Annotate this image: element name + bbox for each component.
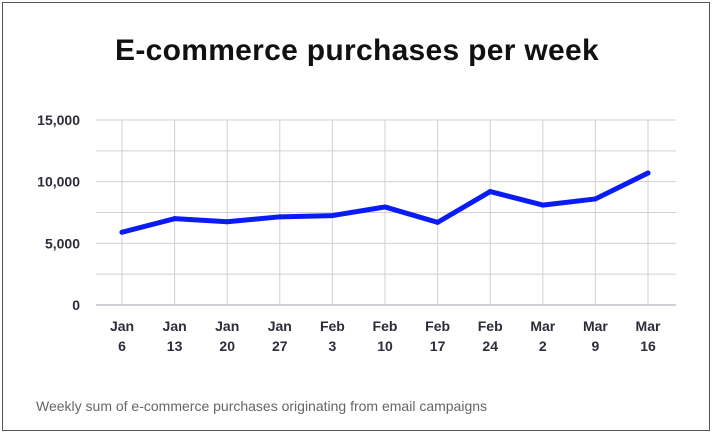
series-layer	[119, 170, 651, 235]
x-tick-label-day: 17	[430, 338, 446, 354]
x-tick-label-day: 27	[272, 338, 288, 354]
x-tick-label-day: 20	[219, 338, 235, 354]
data-point	[119, 229, 125, 235]
data-point	[172, 216, 178, 222]
y-tick-label: 5,000	[45, 235, 80, 251]
x-tick-label-day: 13	[167, 338, 183, 354]
x-tick-label-month: Feb	[478, 318, 503, 334]
x-tick-label-month: Mar	[583, 318, 608, 334]
y-tick-label: 10,000	[37, 174, 80, 190]
data-point	[224, 219, 230, 225]
x-tick-label-month: Jan	[163, 318, 187, 334]
x-tick-label-day: 16	[640, 338, 656, 354]
chart-caption: Weekly sum of e-commerce purchases origi…	[36, 398, 488, 414]
x-tick-label-day: 3	[329, 338, 337, 354]
x-tick-label-month: Jan	[110, 318, 134, 334]
x-tick-label-day: 10	[377, 338, 393, 354]
y-tick-label: 0	[72, 297, 80, 313]
chart-card	[2, 2, 710, 431]
grid	[96, 119, 676, 306]
data-point	[277, 214, 283, 220]
x-axis: Jan 6 Jan 13 Jan 20 Jan 27 Feb 3 Feb 10 Feb 17 Feb 24 Ma…	[110, 318, 661, 354]
data-point	[487, 189, 493, 195]
x-tick-label-day: 9	[592, 338, 600, 354]
x-tick-label-month: Feb	[425, 318, 450, 334]
x-tick-label-month: Jan	[268, 318, 292, 334]
y-tick-label: 15,000	[37, 112, 80, 128]
data-point	[435, 219, 441, 225]
data-point	[329, 213, 335, 219]
x-tick-label-month: Mar	[636, 318, 661, 334]
x-tick-label-day: 2	[539, 338, 547, 354]
chart-title: E-commerce purchases per week	[115, 34, 599, 67]
x-tick-label-month: Feb	[320, 318, 345, 334]
data-point	[645, 170, 651, 176]
data-point	[382, 204, 388, 210]
x-tick-label-day: 24	[482, 338, 498, 354]
data-point	[540, 202, 546, 208]
x-tick-label-month: Mar	[530, 318, 555, 334]
x-tick-label-day: 6	[118, 338, 126, 354]
x-tick-label-month: Jan	[215, 318, 239, 334]
data-point	[592, 196, 598, 202]
y-axis: 0 5,000 10,000 15,000	[37, 112, 80, 313]
x-tick-label-month: Feb	[373, 318, 398, 334]
